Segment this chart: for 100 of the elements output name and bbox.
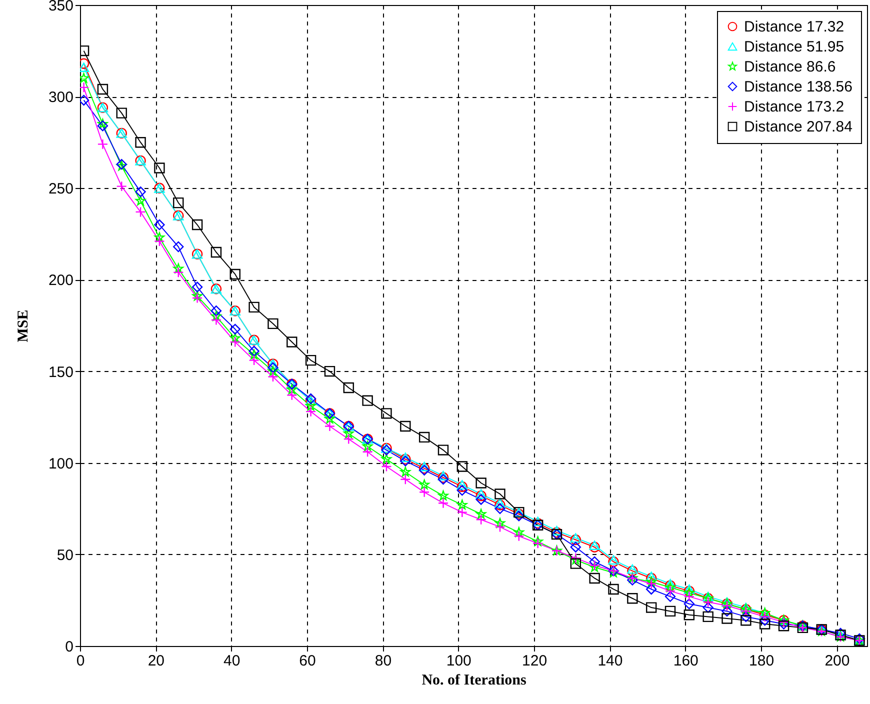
- point: [476, 490, 486, 502]
- point: [418, 462, 430, 472]
- point: [456, 461, 468, 472]
- point: [608, 584, 619, 595]
- point: [230, 336, 240, 348]
- point: [192, 219, 203, 230]
- point: [646, 602, 657, 613]
- point: [627, 566, 638, 576]
- point: [173, 267, 184, 278]
- x-tick-label: 80: [374, 652, 392, 670]
- point: [343, 382, 354, 394]
- point: [570, 534, 581, 546]
- x-tick-label: 180: [749, 652, 774, 670]
- point: [97, 84, 108, 95]
- point: [135, 196, 146, 206]
- point: [80, 58, 90, 69]
- point: [344, 428, 354, 438]
- point: [135, 186, 146, 198]
- point: [230, 268, 240, 280]
- point: [192, 290, 202, 301]
- point: [268, 362, 278, 373]
- point: [381, 454, 392, 464]
- point: [419, 479, 430, 490]
- point: [400, 452, 411, 462]
- point: [135, 206, 146, 218]
- point: [456, 484, 468, 496]
- x-tick-label: 100: [446, 652, 472, 670]
- point: [362, 446, 373, 458]
- point: [248, 349, 260, 360]
- point: [760, 618, 770, 630]
- point: [362, 395, 373, 406]
- point: [589, 556, 600, 568]
- point: [324, 366, 336, 377]
- point: [646, 578, 657, 590]
- x-tick-label: 0: [76, 652, 85, 670]
- point: [702, 602, 714, 613]
- point: [760, 615, 770, 626]
- y-axis-title: MSE: [15, 310, 32, 342]
- point: [230, 332, 240, 343]
- point: [286, 390, 298, 400]
- point: [210, 306, 222, 316]
- point: [324, 420, 336, 432]
- point: [589, 540, 600, 550]
- point: [418, 432, 430, 443]
- point: [305, 406, 316, 417]
- point: [305, 354, 316, 366]
- point: [646, 576, 656, 586]
- y-tick-label: 0: [65, 638, 74, 656]
- point: [476, 489, 486, 499]
- point: [627, 564, 638, 574]
- point: [230, 324, 240, 335]
- point: [476, 508, 486, 519]
- point: [248, 346, 260, 356]
- point: [589, 572, 600, 584]
- point: [664, 579, 676, 588]
- point: [248, 302, 260, 313]
- point: [80, 62, 90, 72]
- point: [438, 498, 449, 508]
- point: [494, 518, 506, 528]
- y-tick-label: 350: [48, 0, 74, 14]
- point: [570, 558, 582, 569]
- point: [192, 282, 203, 292]
- point: [684, 584, 695, 594]
- y-tick-label: 200: [48, 272, 74, 290]
- point: [400, 466, 411, 476]
- point: [664, 606, 676, 617]
- legend-label: Distance 207.84: [744, 118, 852, 136]
- x-tick-label: 60: [299, 652, 316, 670]
- legend-label: Distance 86.6: [744, 58, 836, 76]
- point: [154, 162, 165, 174]
- point: [80, 72, 89, 83]
- point: [135, 137, 146, 148]
- point: [80, 82, 90, 93]
- point: [702, 611, 714, 622]
- point: [456, 506, 468, 518]
- point: [210, 246, 222, 258]
- point: [532, 516, 544, 526]
- point: [400, 420, 411, 432]
- point: [570, 542, 581, 552]
- point: [494, 500, 506, 510]
- point: [116, 108, 127, 118]
- point: [438, 470, 449, 480]
- point: [173, 197, 184, 208]
- point: [684, 610, 695, 620]
- point: [154, 236, 165, 247]
- x-tick-label: 120: [522, 652, 548, 670]
- point: [438, 444, 449, 456]
- point: [80, 45, 90, 56]
- point: [173, 263, 184, 274]
- point: [286, 336, 298, 348]
- x-tick-label: 20: [148, 652, 165, 670]
- x-tick-label: 140: [598, 652, 623, 670]
- point: [211, 311, 222, 321]
- point: [306, 400, 316, 411]
- point: [646, 572, 657, 584]
- y-tick-label: 300: [48, 89, 74, 106]
- point: [627, 593, 638, 604]
- point: [381, 461, 392, 472]
- point: [116, 180, 127, 192]
- x-tick-label: 200: [824, 652, 850, 670]
